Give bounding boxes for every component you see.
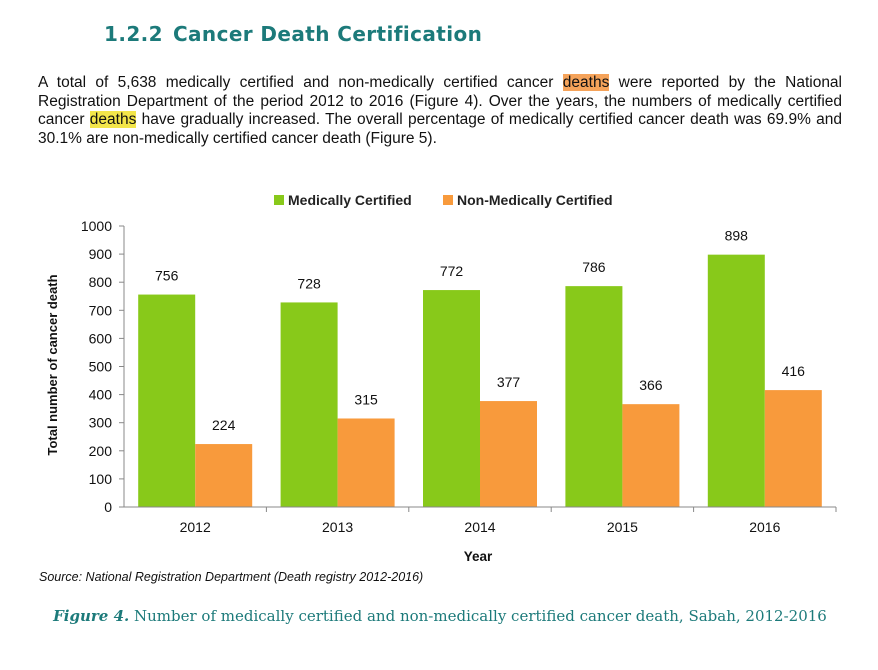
paragraph-text-2: were reported by the National Registrati… [38, 74, 842, 128]
y-tick-label: 500 [89, 359, 113, 375]
bar [138, 294, 196, 507]
bar [764, 390, 822, 507]
bar-chart: Medically Certified Non-Medically Certifi… [45, 192, 837, 564]
bar [622, 404, 680, 507]
legend-label: Medically Certified [288, 192, 412, 208]
y-tick-label: 900 [89, 246, 113, 262]
data-label: 898 [725, 228, 749, 244]
y-tick-label: 1000 [81, 218, 112, 234]
bars-group: 756 224 728 315 772 377 786 366 898 416 [138, 228, 822, 507]
x-tick-label: 2012 [180, 519, 211, 535]
bar [423, 290, 480, 507]
data-label: 416 [782, 363, 806, 379]
data-label: 728 [297, 275, 321, 291]
x-axis-label: Year [464, 549, 493, 564]
y-tick-label: 0 [104, 499, 112, 515]
bar [565, 286, 623, 507]
legend-swatch [274, 195, 284, 205]
data-label: 224 [212, 417, 236, 433]
y-tick-label: 100 [89, 471, 113, 487]
x-axis: 2012 2013 2014 2015 2016 [124, 506, 837, 535]
data-label: 377 [497, 374, 521, 390]
bar [707, 254, 765, 507]
data-label: 786 [582, 259, 606, 275]
body-paragraph: A total of 5,638 medically certified and… [38, 74, 842, 148]
paragraph-text-3: have gradually increased. The overall pe… [38, 111, 842, 147]
paragraph-text-1: A total of 5,638 medically certified and… [38, 74, 563, 91]
y-axis: 0 100 200 300 400 500 600 700 800 900 1000 [81, 218, 125, 515]
data-label: 315 [354, 391, 378, 407]
y-tick-label: 800 [89, 274, 113, 290]
legend-swatch [443, 195, 453, 205]
y-tick-label: 200 [89, 443, 113, 459]
data-label: 772 [440, 263, 464, 279]
figure-label: Figure 4. [53, 607, 130, 625]
data-label: 756 [155, 268, 179, 284]
source-note: Source: National Registration Department… [39, 570, 424, 584]
x-tick-label: 2013 [322, 519, 353, 535]
x-tick-label: 2015 [607, 519, 638, 535]
legend-label: Non-Medically Certified [457, 192, 613, 208]
y-tick-label: 600 [89, 330, 113, 346]
figure-caption: Figure 4. Number of medically certified … [40, 606, 840, 626]
figure-caption-text: Number of medically certified and non-me… [129, 607, 827, 625]
bar [480, 401, 537, 507]
y-tick-label: 700 [89, 302, 113, 318]
y-tick-label: 300 [89, 415, 113, 431]
y-axis-label: Total number of cancer death [45, 274, 60, 455]
bar [195, 444, 253, 507]
section-heading: 1.2.2 Cancer Death Certification [104, 22, 482, 46]
section-number: 1.2.2 [104, 22, 163, 46]
bar [337, 418, 395, 507]
x-tick-label: 2016 [749, 519, 780, 535]
y-tick-label: 400 [89, 387, 113, 403]
x-tick-label: 2014 [464, 519, 495, 535]
highlight-deaths-1: deaths [562, 74, 610, 91]
section-title: Cancer Death Certification [172, 22, 483, 46]
chart-legend: Medically Certified Non-Medically Certifi… [274, 192, 613, 208]
data-label: 366 [639, 377, 663, 393]
highlight-deaths-2: deaths [89, 111, 137, 128]
bar [280, 302, 338, 507]
